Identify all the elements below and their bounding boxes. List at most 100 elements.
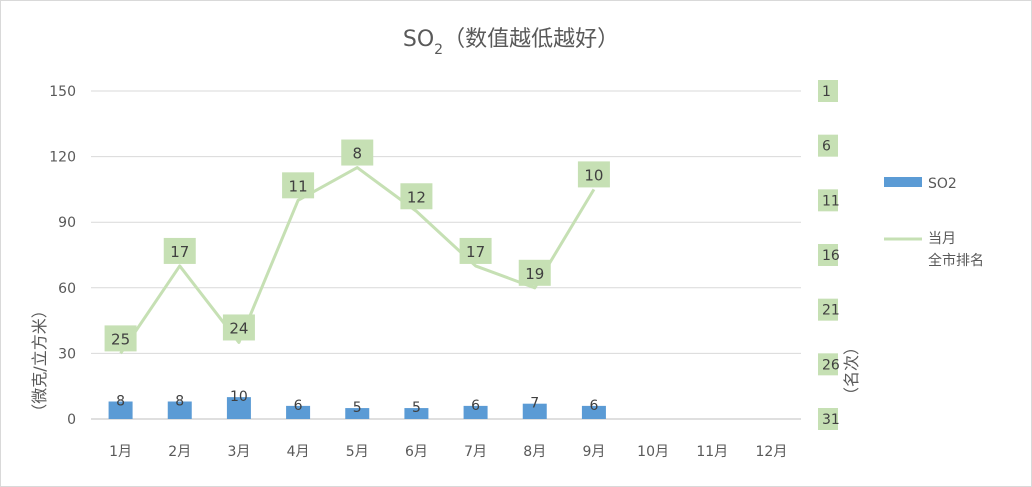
line-data-label-bg (163, 237, 196, 264)
x-tick-label: 9月 (582, 444, 605, 460)
y-right-tick: 6 (818, 134, 838, 157)
y-left-tick-label: 150 (49, 84, 76, 100)
x-tick-label: 10月 (637, 444, 669, 460)
x-tick-label: 3月 (227, 444, 250, 460)
bar (286, 405, 311, 419)
bar-data-label: 6 (471, 398, 480, 414)
line-data-label-text: 17 (170, 243, 189, 261)
y-right-tick-bg (818, 80, 838, 102)
y-right-tick: 16 (818, 244, 840, 266)
bar (463, 405, 488, 419)
y-right-tick-label: 11 (822, 193, 840, 209)
rank-line (119, 166, 596, 355)
bar (226, 397, 251, 419)
bar (522, 403, 547, 419)
bar (581, 405, 606, 419)
y-left-tick-label: 90 (58, 215, 76, 231)
line-data-label: 12 (400, 183, 433, 210)
bar-data-label: 6 (294, 398, 303, 414)
line-data-label-text: 8 (352, 145, 362, 163)
line-data-label-text: 24 (229, 319, 248, 337)
x-tick-label: 1月 (109, 444, 132, 460)
bar-data-label: 10 (230, 389, 248, 405)
y-right-tick-label: 1 (822, 84, 831, 100)
bar-data-label: 5 (412, 400, 421, 416)
bar (345, 408, 370, 419)
y-right-tick-label: 21 (822, 303, 840, 319)
x-tick-label: 5月 (346, 444, 369, 460)
line-data-label-bg (222, 314, 255, 341)
line-data-label: 8 (341, 139, 374, 166)
y-right-tick-label: 31 (822, 412, 840, 428)
x-axis: 1月 2月 3月 4月 5月 6月 7月 8月 9月 10月 11月 12月 (91, 418, 801, 460)
y-right-tick-bg (818, 189, 838, 212)
line-data-label-bg (577, 161, 610, 188)
line-data-label-bg (400, 183, 433, 210)
line-series-rank: 25 17 24 11 8 12 17 19 10 (104, 139, 610, 355)
line-data-label: 10 (577, 161, 610, 188)
line-data-label: 11 (282, 172, 315, 199)
chart-title-suffix: （数值越低越好） (443, 27, 619, 52)
legend-label-rank: 当月 (928, 231, 956, 247)
y-right-tick-bg (818, 134, 838, 157)
line-data-label-text: 10 (584, 166, 603, 184)
x-tick-label: 11月 (696, 444, 728, 460)
x-tick-label: 8月 (523, 444, 546, 460)
y-right-tick-label: 16 (822, 248, 840, 264)
line-data-label-bg (104, 325, 137, 352)
legend-item-so2: SO2 (884, 176, 957, 192)
line-data-label-text: 11 (289, 177, 308, 195)
chart-title-main: SO (403, 27, 434, 52)
y-left-tick-label: 60 (58, 281, 76, 297)
y-right-tick-bg (818, 353, 838, 376)
gridlines (91, 90, 801, 420)
line-data-label-text: 19 (525, 265, 544, 283)
y-right-tick-label: 6 (822, 139, 831, 155)
bar-data-label: 8 (116, 394, 125, 410)
bar-series-so2: 8 8 10 6 5 5 6 7 6 (108, 389, 606, 419)
line-data-label: 17 (459, 237, 492, 264)
y-right-axis-title: （名次） (842, 339, 861, 403)
bar-data-label: 5 (353, 400, 362, 416)
y-right-tick: 11 (818, 189, 840, 212)
legend-swatch-bar (884, 177, 922, 187)
y-right-tick: 26 (818, 353, 840, 376)
y-right-tick-bg (818, 408, 838, 430)
line-data-label-bg (341, 139, 374, 166)
y-right-tick-label: 26 (822, 357, 840, 373)
y-right-tick: 1 (818, 80, 838, 102)
legend-label-so2: SO2 (928, 176, 957, 192)
line-data-label: 19 (518, 259, 551, 286)
y-right-tick-bg (818, 298, 838, 321)
line-data-label-bg (459, 237, 492, 264)
y-left-tick-label: 120 (49, 150, 76, 166)
legend-label-rank: 全市排名 (928, 252, 984, 269)
x-tick-label: 6月 (405, 444, 428, 460)
y-right-tick-bg (818, 244, 838, 266)
bar-data-label: 7 (530, 396, 539, 412)
chart-title: SO2（数值越低越好） (403, 27, 619, 58)
x-tick-label: 12月 (756, 444, 788, 460)
bar (404, 408, 429, 419)
bar-data-label: 8 (175, 394, 184, 410)
bar (108, 401, 133, 419)
line-data-label-text: 25 (111, 330, 130, 348)
line-data-label-bg (518, 259, 551, 286)
y-right-tick: 31 (818, 408, 840, 430)
x-tick-label: 4月 (287, 444, 310, 460)
y-left-tick-label: 30 (58, 346, 76, 362)
line-data-label-text: 17 (466, 243, 485, 261)
chart-title-subscript: 2 (434, 42, 443, 58)
line-data-label-bg (282, 172, 315, 199)
y-left-axis-title: （微克/立方米） (30, 302, 49, 419)
y-left-tick-label: 0 (67, 412, 76, 428)
line-data-label-text: 12 (407, 188, 426, 206)
y-axis-left: 0 30 60 90 120 150 （微克/立方米） (30, 84, 76, 428)
line-data-label: 17 (163, 237, 196, 264)
line-data-label: 24 (222, 314, 255, 341)
bar-data-label: 6 (589, 398, 598, 414)
